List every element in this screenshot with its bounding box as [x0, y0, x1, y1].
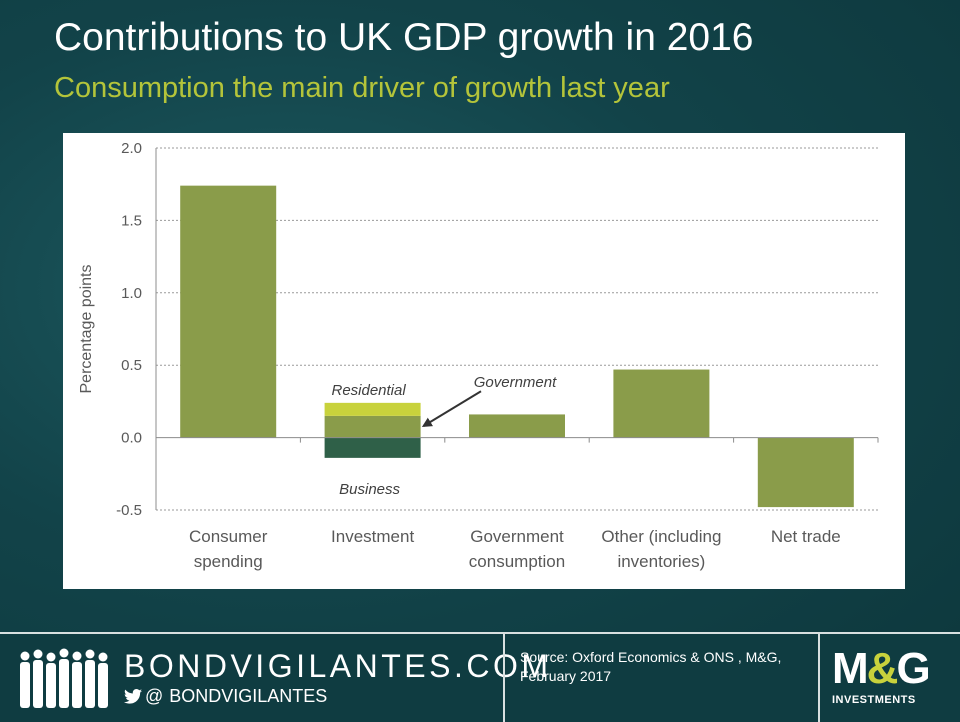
x-category-label: consumption [469, 552, 565, 571]
y-tick-label: 0.5 [121, 357, 142, 374]
page-subtitle: Consumption the main driver of growth la… [54, 72, 670, 104]
source-line-1: Source: Oxford Economics & ONS , M&G, [520, 649, 782, 665]
gdp-contribution-chart: -0.5 0.0 0.5 1.0 1.5 2.0 Consumer spending Inve… [78, 140, 879, 571]
y-axis-label: Percentage points [78, 265, 95, 394]
mg-investments-logo[interactable]: M&G INVESTMENTS [832, 646, 952, 707]
y-tick-label: 0.0 [121, 430, 142, 447]
page-title: Contributions to UK GDP growth in 2016 [54, 16, 754, 59]
logo-g: G [896, 644, 930, 693]
bar-government-consumption [469, 414, 565, 438]
y-tick-label: 1.0 [121, 285, 142, 302]
logo-ampersand: & [866, 644, 899, 693]
twitter-handle-row[interactable]: @ BONDVIGILANTES [124, 686, 327, 707]
x-category-label: Government [470, 527, 564, 546]
source-line-2: February 2017 [520, 668, 612, 684]
annotation-government: Government [474, 374, 557, 391]
at-symbol: @ [145, 686, 164, 706]
source-note: Source: Oxford Economics & ONS , M&G, Fe… [520, 648, 800, 686]
x-category-label: inventories) [617, 552, 705, 571]
bar-business [324, 437, 421, 458]
x-category-label: Investment [331, 527, 414, 546]
logo-subtitle: INVESTMENTS [832, 694, 916, 706]
bar-government [324, 415, 421, 438]
bar-other-including-inventories- [613, 369, 710, 438]
y-tick-label: -0.5 [116, 502, 142, 519]
twitter-bird-icon [124, 689, 142, 704]
annotation-arrow [421, 390, 482, 428]
brand-name[interactable]: BONDVIGILANTES.COM [124, 648, 552, 684]
twitter-handle: BONDVIGILANTES [169, 686, 328, 706]
x-category-label: spending [194, 552, 263, 571]
chart-panel: -0.5 0.0 0.5 1.0 1.5 2.0 Consumer spending Inve… [63, 133, 905, 589]
x-category-label: Net trade [771, 527, 841, 546]
bar-consumer-spending [180, 185, 277, 438]
crowd-silhouette-icon [20, 648, 108, 708]
x-category-label: Other (including [601, 527, 721, 546]
logo-wordmark: M&G [832, 646, 952, 692]
annotation-residential: Residential [331, 382, 406, 399]
footer-divider-right [818, 634, 820, 722]
bar-residential [324, 402, 421, 416]
logo-m: M [832, 644, 869, 693]
footer-bar: BONDVIGILANTES.COM @ BONDVIGILANTES Sour… [0, 632, 960, 722]
footer-divider-left [503, 634, 505, 722]
annotation-business: Business [339, 481, 400, 498]
y-tick-label: 1.5 [121, 212, 142, 229]
bar-net-trade [757, 437, 854, 508]
y-tick-label: 2.0 [121, 140, 142, 157]
x-category-label: Consumer [189, 527, 268, 546]
